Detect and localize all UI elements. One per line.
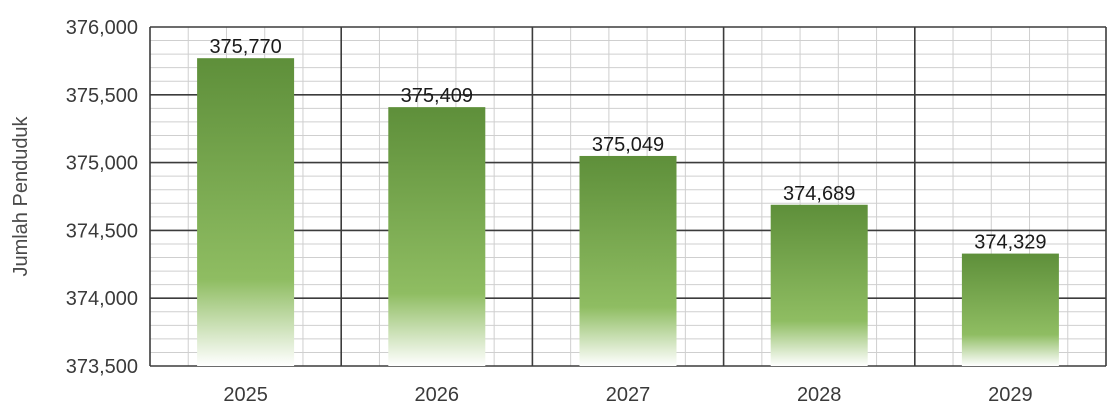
y-tick-label: 373,500 — [66, 356, 138, 378]
bar-2028 — [770, 204, 868, 366]
data-label-2029: 374,329 — [974, 232, 1046, 254]
data-label-2025: 375,770 — [209, 36, 281, 58]
x-tick-label: 2026 — [415, 384, 460, 406]
data-label-2027: 375,049 — [592, 134, 664, 156]
data-labels: 375,770 375,409 375,049 374,689 374,329 — [209, 36, 1046, 253]
x-axis: 2025 2026 2027 2028 2029 — [223, 384, 1032, 406]
y-tick-label: 376,000 — [66, 17, 138, 39]
y-axis-title: Jumlah Penduduk — [10, 115, 32, 276]
data-label-2028: 374,689 — [783, 183, 855, 205]
bars — [197, 58, 1059, 367]
bar-2026 — [388, 107, 486, 367]
x-tick-label: 2029 — [988, 384, 1033, 406]
y-tick-label: 374,500 — [66, 220, 138, 242]
x-tick-label: 2025 — [223, 384, 268, 406]
data-label-2026: 375,409 — [401, 85, 473, 107]
x-tick-label: 2027 — [606, 384, 651, 406]
y-tick-label: 374,000 — [66, 288, 138, 310]
y-tick-label: 375,500 — [66, 85, 138, 107]
bar-2025 — [197, 58, 295, 367]
y-axis: 373,500 374,000 374,500 375,000 375,500 376,0… — [66, 17, 138, 378]
y-tick-label: 375,000 — [66, 153, 138, 175]
x-tick-label: 2028 — [797, 384, 842, 406]
bar-2029 — [961, 253, 1059, 366]
bar-2027 — [579, 155, 677, 366]
